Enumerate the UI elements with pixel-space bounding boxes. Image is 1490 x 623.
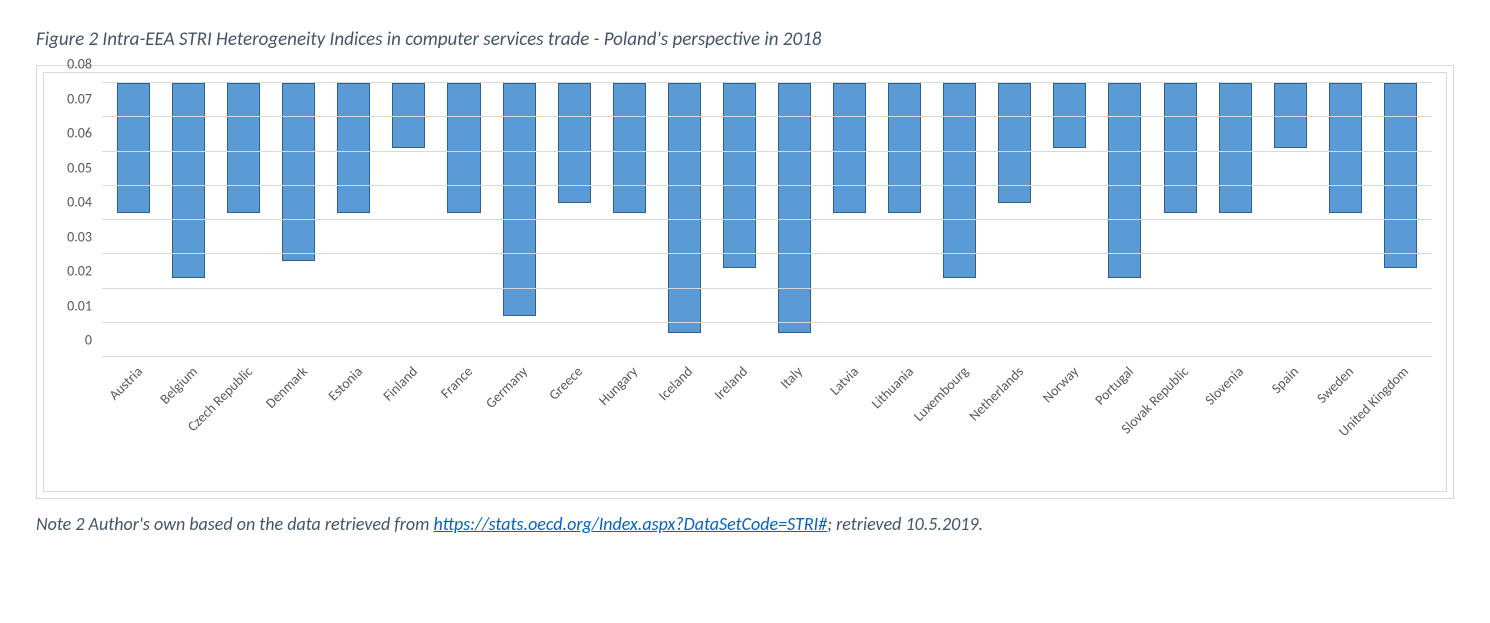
bar xyxy=(282,83,315,261)
note-link[interactable]: https://stats.oecd.org/Index.aspx?DataSe… xyxy=(433,513,827,535)
note-suffix: ; retrieved 10.5.2019. xyxy=(827,513,983,535)
x-tick-label: Iceland xyxy=(657,357,712,491)
gridline xyxy=(102,185,1432,186)
bar-slot xyxy=(1152,83,1207,357)
figure-title: Figure 2 Intra-EEA STRI Heterogeneity In… xyxy=(36,28,1454,51)
bar-slot xyxy=(381,83,436,357)
bar xyxy=(613,83,646,213)
x-label-row: AustriaBelgiumCzech RepublicDenmarkEston… xyxy=(102,357,1432,491)
gridline xyxy=(102,151,1432,152)
bar xyxy=(1108,83,1141,278)
bar xyxy=(723,83,756,268)
x-tick-label: Slovenia xyxy=(1208,357,1263,491)
x-tick-label: Latvia xyxy=(822,357,877,491)
bar-slot xyxy=(436,83,491,357)
bar-slot xyxy=(987,83,1042,357)
gridline xyxy=(102,82,1432,83)
x-axis-labels: AustriaBelgiumCzech RepublicDenmarkEston… xyxy=(102,357,1432,491)
x-tick-label: Italy xyxy=(767,357,822,491)
bar xyxy=(888,83,921,213)
gridline xyxy=(102,288,1432,289)
bar xyxy=(668,83,701,333)
bar-slot xyxy=(1373,83,1428,357)
bar-slot xyxy=(216,83,271,357)
gridline xyxy=(102,116,1432,117)
x-tick-label: Norway xyxy=(1042,357,1097,491)
x-tick-label: Denmark xyxy=(271,357,326,491)
bar xyxy=(117,83,150,213)
y-tick-label: 0.03 xyxy=(44,228,98,245)
gridline xyxy=(102,253,1432,254)
x-tick-label: Spain xyxy=(1263,357,1318,491)
x-tick-label: Germany xyxy=(492,357,547,491)
bar xyxy=(1329,83,1362,213)
x-tick-label: Hungary xyxy=(602,357,657,491)
x-tick-label: Netherlands xyxy=(987,357,1042,491)
bar-slot xyxy=(877,83,932,357)
y-tick-label: 0.07 xyxy=(44,90,98,107)
x-tick-label: United Kingdom xyxy=(1373,357,1428,491)
bar-slot xyxy=(271,83,326,357)
bar-slot xyxy=(657,83,712,357)
x-tick-label: France xyxy=(436,357,491,491)
bar xyxy=(447,83,480,213)
y-tick-label: 0.02 xyxy=(44,263,98,280)
y-tick-label: 0.06 xyxy=(44,125,98,142)
bar-slot xyxy=(106,83,161,357)
y-tick-label: 0.05 xyxy=(44,159,98,176)
x-tick-label: Czech Republic xyxy=(216,357,271,491)
bar-slot xyxy=(712,83,767,357)
bar-slot xyxy=(932,83,987,357)
bar xyxy=(503,83,536,316)
bar-slot xyxy=(767,83,822,357)
x-tick-label: Luxembourg xyxy=(932,357,987,491)
x-tick-label: Finland xyxy=(381,357,436,491)
bar xyxy=(833,83,866,213)
y-tick-label: 0.08 xyxy=(44,56,98,73)
bar xyxy=(337,83,370,213)
figure-note: Note 2 Author's own based on the data re… xyxy=(36,513,1454,535)
x-tick-label: Estonia xyxy=(326,357,381,491)
note-prefix: Note 2 Author's own based on the data re… xyxy=(36,513,433,535)
y-tick-label: 0.04 xyxy=(44,194,98,211)
bar-slot xyxy=(1208,83,1263,357)
chart-outer-frame: AustriaBelgiumCzech RepublicDenmarkEston… xyxy=(36,65,1454,499)
chart-inner-frame: AustriaBelgiumCzech RepublicDenmarkEston… xyxy=(43,72,1447,492)
plot-area xyxy=(102,83,1432,357)
bar xyxy=(1384,83,1417,268)
bar-slot xyxy=(1097,83,1152,357)
x-tick-label: Lithuania xyxy=(877,357,932,491)
bar-slot xyxy=(602,83,657,357)
bar-slot xyxy=(161,83,216,357)
bar-slot xyxy=(326,83,381,357)
bar-slot xyxy=(1318,83,1373,357)
y-tick-label: 0.01 xyxy=(44,297,98,314)
x-tick-label: Austria xyxy=(106,357,161,491)
bar-slot xyxy=(1042,83,1097,357)
bar xyxy=(172,83,205,278)
x-tick-label: Ireland xyxy=(712,357,767,491)
bar-slot xyxy=(492,83,547,357)
x-tick-label: Greece xyxy=(547,357,602,491)
gridline xyxy=(102,219,1432,220)
x-tick-label: Slovak Republic xyxy=(1152,357,1207,491)
gridline xyxy=(102,322,1432,323)
bar xyxy=(943,83,976,278)
bar-slot xyxy=(547,83,602,357)
bar xyxy=(778,83,811,333)
bar xyxy=(1164,83,1197,213)
bar-slot xyxy=(822,83,877,357)
y-tick-label: 0 xyxy=(44,332,98,349)
bars-container xyxy=(102,83,1432,357)
bar-slot xyxy=(1263,83,1318,357)
bar xyxy=(1219,83,1252,213)
bar xyxy=(227,83,260,213)
